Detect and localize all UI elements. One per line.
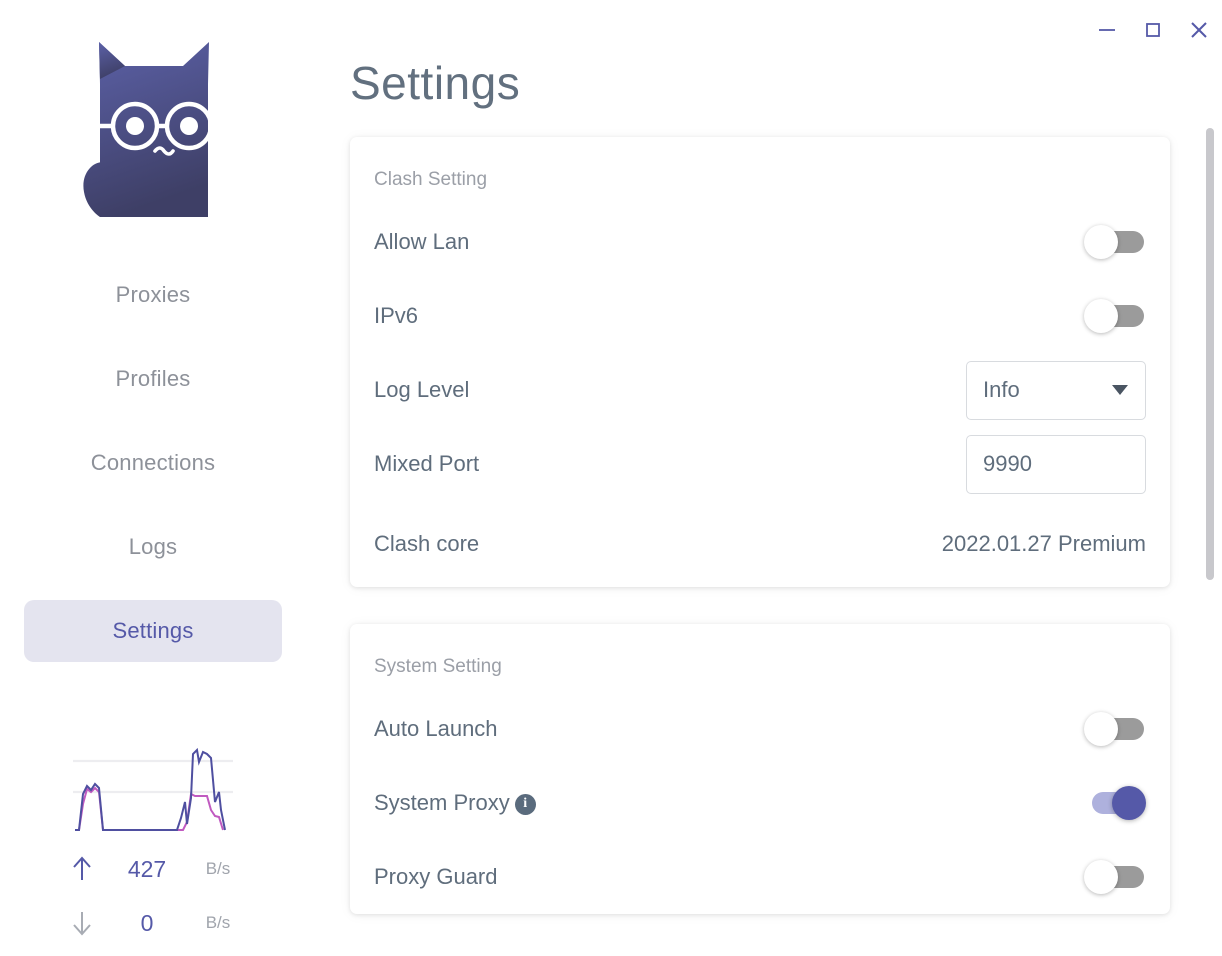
clash-core-version: 2022.01.27 Premium: [941, 531, 1146, 556]
scrollbar[interactable]: [1204, 0, 1216, 956]
setting-row-auto-launch: Auto Launch: [374, 692, 1146, 766]
section-header: Clash Setting: [374, 169, 488, 190]
sidebar-item-connections[interactable]: Connections: [24, 432, 282, 494]
sidebar-item-label: Settings: [112, 618, 194, 643]
close-icon: [1191, 22, 1207, 38]
traffic-chart: [73, 747, 233, 831]
close-button[interactable]: [1176, 8, 1222, 52]
toggle-knob: [1084, 225, 1118, 259]
chevron-down-icon: [1112, 385, 1128, 395]
mixed-port-value: 9990: [983, 451, 1032, 476]
setting-label: Mixed Port: [374, 451, 480, 476]
window-controls: [1084, 0, 1222, 60]
setting-label: Proxy Guard: [374, 864, 498, 889]
sidebar-item-proxies[interactable]: Proxies: [24, 264, 282, 326]
main-content: Settings Clash Setting Allow Lan IPv6: [306, 0, 1222, 956]
toggle-knob: [1084, 299, 1118, 333]
clash-cat-logo: [53, 24, 253, 224]
sidebar-item-label: Profiles: [115, 366, 191, 391]
info-icon[interactable]: i: [514, 793, 536, 815]
system-proxy-toggle[interactable]: [1084, 786, 1146, 820]
page-title: Settings: [350, 57, 521, 109]
sidebar-item-label: Proxies: [115, 282, 191, 307]
setting-label: Log Level: [374, 377, 470, 402]
sidebar-item-label: Connections: [90, 450, 216, 475]
maximize-icon: [1146, 23, 1160, 37]
settings-cards: Clash Setting Allow Lan IPv6: [350, 137, 1170, 914]
sidebar-nav: Proxies Profiles Connections Logs Settin…: [0, 264, 306, 684]
traffic-download-row: 0 B/s: [60, 896, 246, 950]
setting-row-proxy-guard: Proxy Guard: [374, 840, 1146, 914]
toggle-knob: [1112, 786, 1146, 820]
setting-row-allow-lan: Allow Lan: [374, 205, 1146, 279]
toggle-knob: [1084, 712, 1118, 746]
sidebar: Proxies Profiles Connections Logs Settin…: [0, 0, 306, 956]
traffic-widget: 427 B/s 0 B/s: [0, 744, 306, 950]
log-level-value: Info: [983, 377, 1020, 402]
ipv6-toggle[interactable]: [1084, 299, 1146, 333]
upload-speed-value: 427: [127, 855, 167, 882]
download-speed-unit: B/s: [205, 913, 231, 932]
chart-series-download: [75, 786, 224, 831]
setting-label: System Proxy i: [374, 790, 536, 816]
allow-lan-toggle[interactable]: [1084, 225, 1146, 259]
setting-label: IPv6: [374, 303, 419, 328]
setting-row-system-proxy: System Proxy i: [374, 766, 1146, 840]
setting-row-mixed-port: Mixed Port 9990: [374, 427, 1146, 501]
download-speed-value: 0: [140, 909, 154, 936]
sidebar-item-logs[interactable]: Logs: [24, 516, 282, 578]
sidebar-item-label: Logs: [128, 534, 178, 559]
auto-launch-toggle[interactable]: [1084, 712, 1146, 746]
sidebar-item-settings[interactable]: Settings: [24, 600, 282, 662]
up-arrow-icon: [60, 855, 104, 883]
setting-row-ipv6: IPv6: [374, 279, 1146, 353]
setting-label: Clash core: [374, 531, 480, 556]
minimize-button[interactable]: [1084, 8, 1130, 52]
section-header: System Setting: [374, 656, 502, 677]
chart-series-upload: [75, 747, 226, 831]
setting-label: Allow Lan: [374, 229, 470, 254]
toggle-knob: [1084, 860, 1118, 894]
mixed-port-input[interactable]: 9990: [966, 434, 1146, 494]
clash-setting-card: Clash Setting Allow Lan IPv6: [350, 137, 1170, 587]
minimize-icon: [1099, 29, 1115, 31]
setting-row-clash-core: Clash core 2022.01.27 Premium: [374, 501, 1146, 587]
traffic-upload-row: 427 B/s: [60, 842, 246, 896]
proxy-guard-toggle[interactable]: [1084, 860, 1146, 894]
setting-label: Auto Launch: [374, 716, 498, 741]
system-setting-card: System Setting Auto Launch System Proxy …: [350, 624, 1170, 914]
down-arrow-icon: [60, 909, 104, 937]
upload-speed-unit: B/s: [205, 859, 231, 878]
maximize-button[interactable]: [1130, 8, 1176, 52]
cat-logo-icon: [83, 42, 225, 217]
setting-row-log-level: Log Level Info: [374, 353, 1146, 427]
setting-label-text: System Proxy: [374, 790, 510, 815]
sidebar-item-profiles[interactable]: Profiles: [24, 348, 282, 410]
log-level-select[interactable]: Info: [966, 360, 1146, 420]
scrollbar-thumb[interactable]: [1206, 128, 1214, 580]
